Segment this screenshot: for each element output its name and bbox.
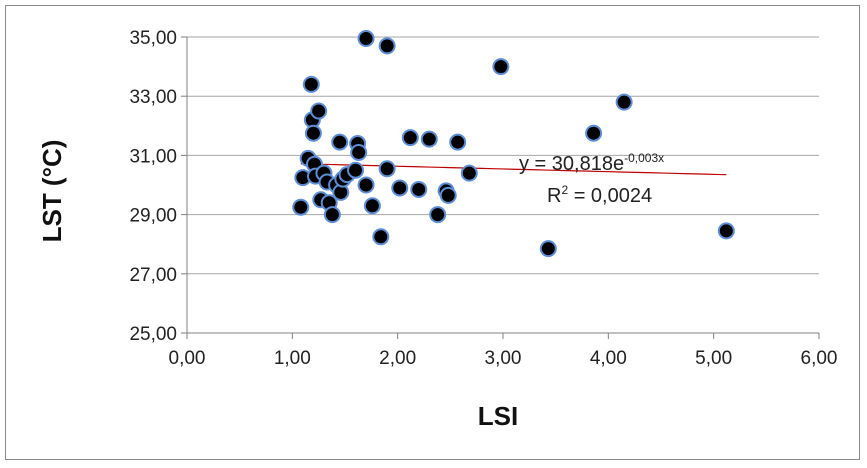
data-point	[363, 197, 381, 215]
data-point	[310, 102, 328, 120]
x-tick-label: 5,00	[695, 348, 732, 369]
y-tick-labels: 25,00 27,00 29,00 31,00 33,00 35,00	[129, 28, 177, 345]
data-point	[420, 130, 438, 148]
trendline-group	[300, 163, 727, 176]
y-tick-label: 35,00	[129, 28, 177, 49]
data-point	[304, 124, 322, 142]
x-tick-label: 0,00	[169, 348, 206, 369]
data-point	[615, 93, 633, 111]
y-tick-label: 33,00	[129, 87, 177, 108]
y-tick-label: 25,00	[129, 324, 177, 345]
scatter-chart: 0,00 1,00 2,00 3,00 4,00 5,00 6,00 25,0027,002…	[37, 28, 838, 431]
trendline	[300, 163, 727, 176]
data-point	[292, 198, 310, 216]
x-tick-label: 1,00	[274, 348, 311, 369]
data-point	[460, 164, 478, 182]
x-tick-labels: 0,00 1,00 2,00 3,00 4,00 5,00 6,00	[169, 348, 838, 369]
data-point	[429, 206, 447, 224]
data-point	[717, 222, 735, 240]
data-point	[357, 176, 375, 194]
data-point	[439, 186, 457, 204]
data-point	[585, 124, 603, 142]
chart-frame: 0,00 1,00 2,00 3,00 4,00 5,00 6,00 25,00 27,00 2…	[5, 5, 860, 460]
x-tick-label: 2,00	[379, 348, 416, 369]
x-axis-title: LSI	[478, 401, 518, 431]
data-point	[323, 206, 341, 224]
y-tick-label: 29,00	[129, 206, 177, 227]
y-tick-label: 31,00	[129, 146, 177, 167]
data-point	[410, 180, 428, 198]
x-tick-label: 3,00	[485, 348, 522, 369]
gridlines	[187, 36, 819, 334]
data-point	[378, 160, 396, 178]
y-tick-label: 27,00	[129, 265, 177, 286]
data-point	[401, 129, 419, 147]
data-point	[357, 29, 375, 47]
x-tick-label: 4,00	[590, 348, 627, 369]
data-point	[391, 179, 409, 197]
axes	[181, 36, 820, 339]
data-points	[292, 29, 735, 258]
data-point	[449, 133, 467, 151]
data-point	[350, 143, 368, 161]
x-tick-label: 6,00	[801, 348, 838, 369]
trendline-equation: y = 30,818e-0,003x	[519, 151, 664, 175]
data-point	[539, 240, 557, 258]
data-point	[372, 228, 390, 246]
data-point	[492, 58, 510, 76]
data-point	[347, 161, 365, 179]
y-axis-title: LST (°C)	[37, 140, 67, 243]
data-point	[331, 133, 349, 151]
data-point	[378, 37, 396, 55]
r-squared-label: R2 = 0,0024	[547, 183, 652, 207]
data-point	[302, 75, 320, 93]
